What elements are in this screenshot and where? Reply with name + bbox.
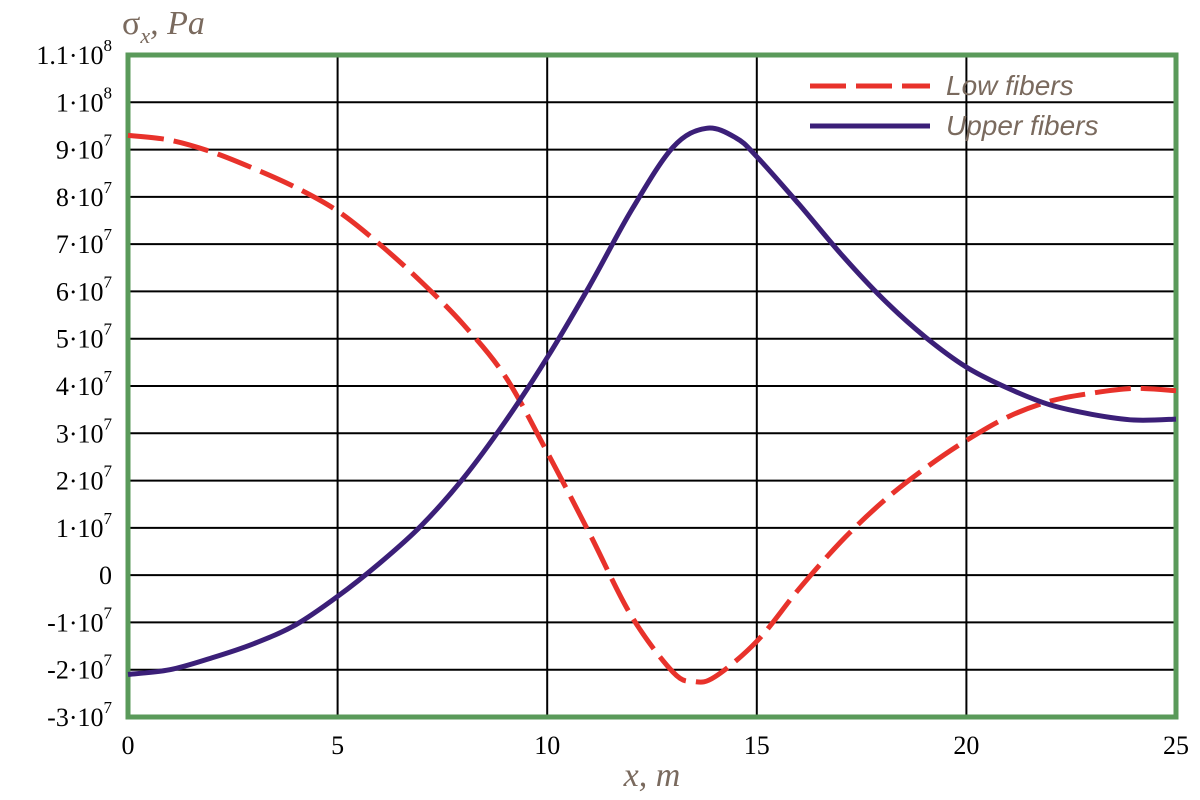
series-line-low-fibers bbox=[127, 132, 1177, 685]
legend-label-upper-fibers: Upper fibers bbox=[946, 110, 1099, 141]
y-tick-label-6: 5·107 bbox=[56, 320, 113, 354]
y-axis-title: σx, Pa bbox=[122, 5, 205, 48]
y-tick-exponent: 7 bbox=[104, 462, 113, 481]
y-axis-title-symbol: σ bbox=[122, 5, 140, 42]
series-line-upper-fibers bbox=[127, 125, 1177, 677]
legend-label-low-fibers: Low fibers bbox=[946, 70, 1074, 101]
y-tick-mantissa: 4·10 bbox=[56, 372, 104, 401]
x-axis-title: x, m bbox=[623, 757, 681, 794]
y-tick-mantissa: -2·10 bbox=[47, 656, 103, 685]
x-tick-label-0: 0 bbox=[122, 731, 135, 760]
plot-area-frame bbox=[125, 52, 1179, 720]
y-tick-label-9: 2·107 bbox=[56, 462, 113, 496]
y-tick-exponent: 7 bbox=[104, 131, 113, 150]
y-tick-label-12: -1·107 bbox=[47, 603, 112, 637]
y-tick-exponent: 7 bbox=[104, 414, 113, 433]
y-tick-exponent: 7 bbox=[104, 651, 113, 670]
y-tick-exponent: 7 bbox=[104, 178, 113, 197]
y-tick-labels: 1.1·1081·1089·1078·1077·1076·1075·1074·1… bbox=[36, 36, 112, 732]
y-axis-title-unit: , Pa bbox=[150, 5, 205, 42]
legend: Low fibers Upper fibers bbox=[810, 70, 1099, 141]
x-tick-label-4: 20 bbox=[953, 731, 979, 760]
y-tick-label-10: 1·107 bbox=[56, 509, 113, 543]
x-tick-label-5: 25 bbox=[1163, 731, 1189, 760]
y-tick-mantissa: 0 bbox=[99, 561, 112, 590]
y-tick-exponent: 7 bbox=[104, 698, 113, 717]
y-tick-mantissa: -3·10 bbox=[47, 703, 103, 732]
grid-lines bbox=[128, 55, 1176, 717]
y-tick-mantissa: 1·10 bbox=[56, 88, 104, 117]
y-tick-mantissa: 6·10 bbox=[56, 277, 104, 306]
y-tick-exponent: 8 bbox=[104, 36, 113, 55]
y-tick-label-0: 1.1·108 bbox=[36, 36, 112, 70]
y-tick-label-7: 4·107 bbox=[56, 367, 113, 401]
series-layer bbox=[127, 125, 1177, 685]
y-tick-exponent: 7 bbox=[104, 603, 113, 622]
y-tick-exponent: 7 bbox=[104, 320, 113, 339]
y-tick-mantissa: 1.1·10 bbox=[36, 41, 103, 70]
y-tick-label-4: 7·107 bbox=[56, 225, 113, 259]
y-tick-mantissa: 8·10 bbox=[56, 183, 104, 212]
y-tick-mantissa: 3·10 bbox=[56, 419, 104, 448]
x-tick-labels: 0 5 10 15 20 25 bbox=[122, 731, 1190, 760]
y-tick-mantissa: 5·10 bbox=[56, 325, 104, 354]
y-tick-label-1: 1·108 bbox=[56, 83, 112, 117]
y-axis-title-subscript: x bbox=[139, 23, 150, 48]
y-tick-mantissa: 1·10 bbox=[56, 514, 104, 543]
y-tick-label-11: 0 bbox=[99, 561, 112, 590]
y-tick-exponent: 7 bbox=[104, 225, 113, 244]
x-tick-label-1: 5 bbox=[331, 731, 344, 760]
y-tick-exponent: 7 bbox=[104, 367, 113, 386]
x-tick-label-3: 15 bbox=[744, 731, 770, 760]
y-tick-exponent: 8 bbox=[104, 83, 113, 102]
y-tick-label-8: 3·107 bbox=[56, 414, 113, 448]
y-tick-mantissa: 9·10 bbox=[56, 136, 104, 165]
y-tick-mantissa: 7·10 bbox=[56, 230, 104, 259]
y-tick-exponent: 7 bbox=[104, 272, 113, 291]
y-tick-label-13: -2·107 bbox=[47, 651, 112, 685]
y-tick-label-14: -3·107 bbox=[47, 698, 112, 732]
y-tick-mantissa: -1·10 bbox=[47, 608, 103, 637]
y-tick-label-5: 6·107 bbox=[56, 272, 113, 306]
y-tick-exponent: 7 bbox=[104, 509, 113, 528]
y-tick-label-3: 8·107 bbox=[56, 178, 113, 212]
x-tick-label-2: 10 bbox=[534, 731, 560, 760]
y-tick-mantissa: 2·10 bbox=[56, 467, 104, 496]
y-tick-label-2: 9·107 bbox=[56, 131, 113, 165]
